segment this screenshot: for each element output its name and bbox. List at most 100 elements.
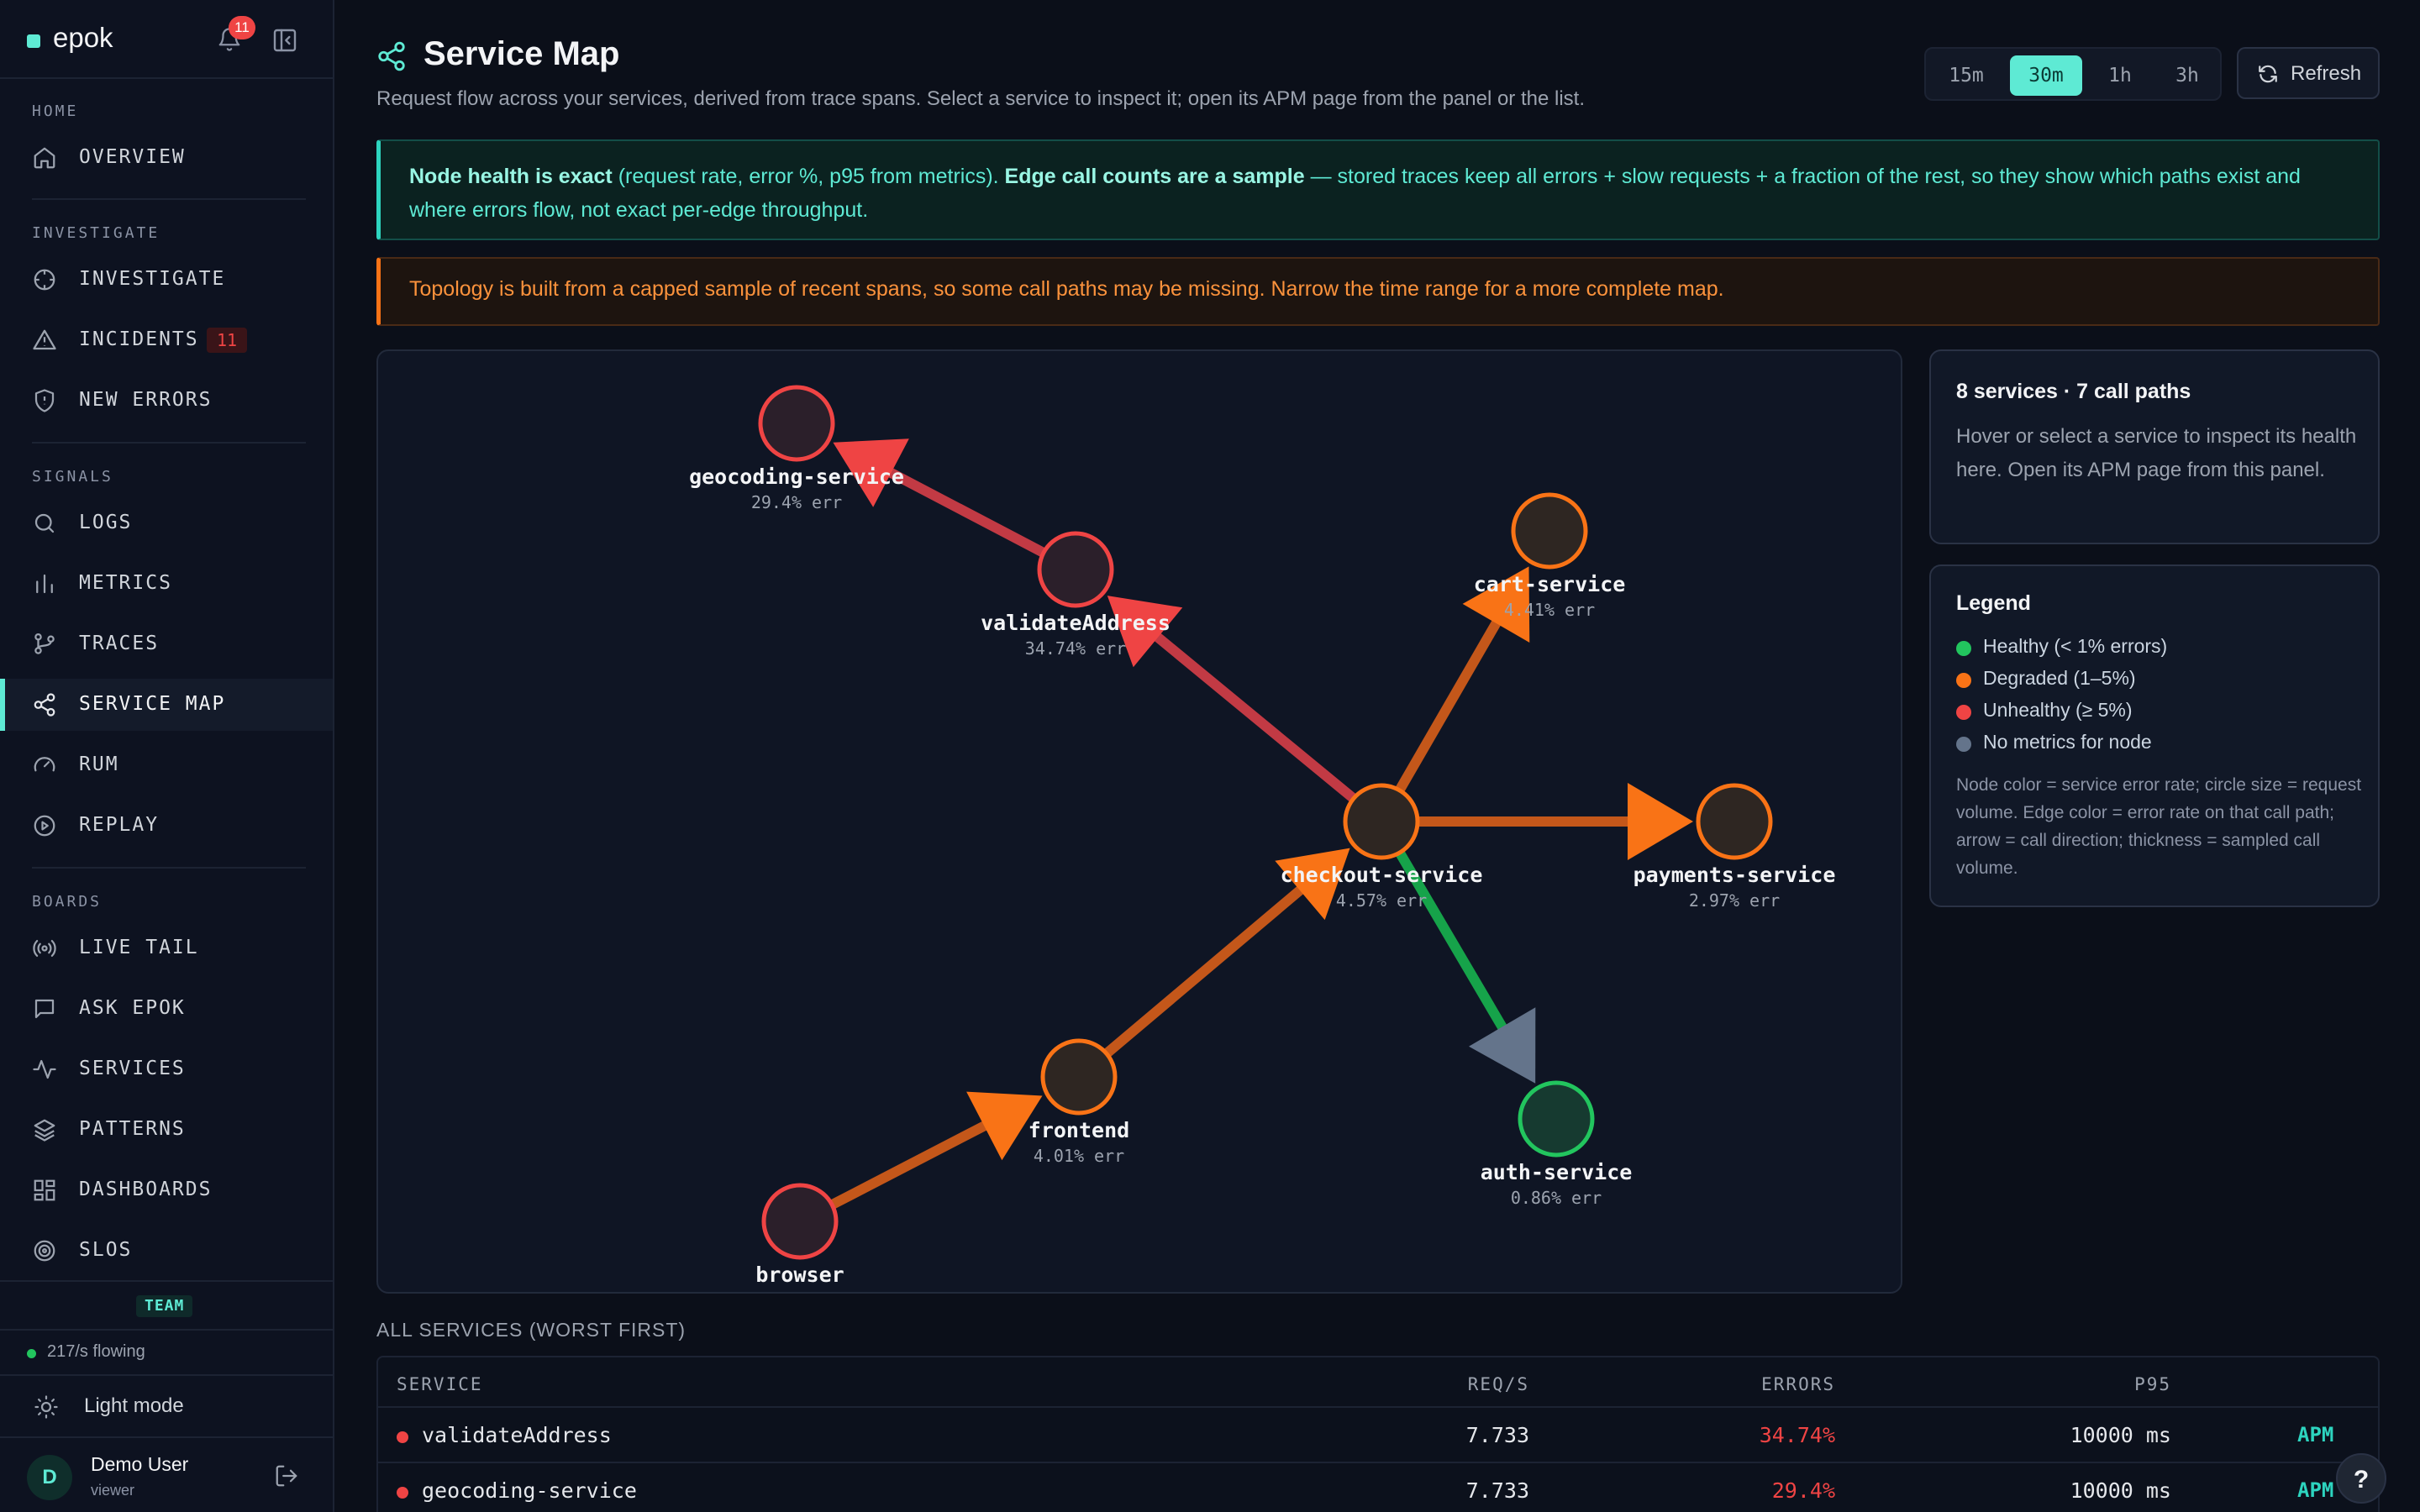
service-name: validateAddress xyxy=(422,1423,612,1447)
column-header-p95[interactable]: P95 xyxy=(2134,1374,2171,1394)
avatar[interactable]: D xyxy=(27,1455,72,1500)
node-label: geocoding-service xyxy=(689,465,904,489)
edge-validateAddress-to-geocoding-service[interactable] xyxy=(833,438,1049,559)
nav-divider xyxy=(32,198,306,200)
ingest-status: 217/s flowing xyxy=(0,1331,333,1376)
nav-item-new-errors[interactable]: NEW ERRORS xyxy=(0,375,333,427)
page-title: Service Map xyxy=(424,35,620,72)
column-header-errors[interactable]: ERRORS xyxy=(1761,1374,1835,1394)
node-error-rate: 4.57% err xyxy=(1336,890,1427,911)
incidents-count-badge: 11 xyxy=(207,328,247,353)
nav-item-patterns[interactable]: PATTERNS xyxy=(0,1104,333,1156)
status-dot-icon xyxy=(27,1349,36,1358)
service-map-canvas[interactable]: geocoding-service 29.4% err validateAddres… xyxy=(376,349,1902,1294)
column-header-req[interactable]: REQ/S xyxy=(1467,1374,1529,1394)
nav-item-ask-epok[interactable]: ASK EPOK xyxy=(0,983,333,1035)
nav-item-dashboards[interactable]: DASHBOARDS xyxy=(0,1164,333,1216)
table-row[interactable]: geocoding-service 7.733 29.4% 10000 ms A… xyxy=(378,1462,2378,1512)
nav-item-incidents[interactable]: INCIDENTS 11 xyxy=(0,314,333,366)
team-badge[interactable]: TEAM xyxy=(136,1295,193,1317)
nav-item-label: METRICS xyxy=(79,572,172,594)
nav-item-metrics[interactable]: METRICS xyxy=(0,558,333,610)
req-rate: 7.733 xyxy=(1465,1423,1529,1447)
nav-item-overview[interactable]: OVERVIEW xyxy=(0,132,333,184)
node-label: payments-service xyxy=(1634,863,1836,887)
play-circle-icon xyxy=(34,815,55,837)
edge-checkout-service-to-payments-service[interactable] xyxy=(1413,783,1693,860)
activity-icon xyxy=(33,1059,56,1079)
node-cart-service[interactable]: cart-service 4.41% err xyxy=(1474,492,1626,620)
radio-icon xyxy=(33,940,56,957)
node-geocoding-service[interactable]: geocoding-service 29.4% err xyxy=(689,385,904,512)
team-row: TEAM xyxy=(0,1280,333,1331)
nav-item-logs[interactable]: LOGS xyxy=(0,497,333,549)
flow-rate-text: 217/s flowing xyxy=(47,1342,145,1361)
nav-item-service-map[interactable]: SERVICE MAP xyxy=(0,679,333,731)
column-header-service[interactable]: SERVICE xyxy=(397,1374,483,1394)
nav-item-label: REPLAY xyxy=(79,814,160,836)
nav-divider xyxy=(32,867,306,869)
node-browser[interactable]: browser xyxy=(755,1183,844,1287)
edge-frontend-to-checkout-service[interactable] xyxy=(1101,848,1350,1059)
edge-arrow xyxy=(1462,566,1530,643)
node-error-rate: 0.86% err xyxy=(1511,1188,1602,1208)
node-payments-service[interactable]: payments-service 2.97% err xyxy=(1634,783,1836,911)
node-frontend[interactable]: frontend 4.01% err xyxy=(1028,1038,1129,1166)
sidebar: epok 11 HOME OVERVIEW INVESTIGATE INVEST… xyxy=(0,0,334,1512)
refresh-button[interactable]: Refresh xyxy=(2237,47,2380,99)
nav-item-services[interactable]: SERVICES xyxy=(0,1043,333,1095)
range-3h-button[interactable]: 3h xyxy=(2175,65,2199,87)
range-1h-button[interactable]: 1h xyxy=(2108,65,2132,87)
edge-checkout-service-to-auth-service[interactable] xyxy=(1394,848,1536,1084)
edge-arrow xyxy=(1275,848,1350,921)
legend-label: Degraded (1–5%) xyxy=(1983,667,2136,689)
logout-icon[interactable] xyxy=(274,1463,299,1488)
node-circle[interactable] xyxy=(1037,531,1114,608)
service-name: geocoding-service xyxy=(422,1478,637,1503)
legend-note: Node color = service error rate; circle … xyxy=(1956,775,2362,878)
node-checkout-service[interactable]: checkout-service 4.57% err xyxy=(1281,783,1483,911)
legend-dot xyxy=(1956,673,1971,688)
services-list-title: ALL SERVICES (WORST FIRST) xyxy=(376,1319,687,1341)
node-circle[interactable] xyxy=(758,385,835,462)
nav-item-rum[interactable]: RUM xyxy=(0,739,333,791)
apm-link[interactable]: APM xyxy=(2297,1423,2334,1446)
error-rate: 34.74% xyxy=(1759,1423,1835,1447)
node-circle[interactable] xyxy=(1343,783,1420,860)
services-table: SERVICE REQ/S ERRORS P95 validateAddress… xyxy=(376,1356,2380,1512)
collapse-sidebar-icon[interactable] xyxy=(271,27,298,54)
range-30m-button[interactable]: 30m xyxy=(2010,55,2082,96)
notice-text: (request rate, error %, p95 from metrics… xyxy=(612,165,1005,188)
node-circle[interactable] xyxy=(1518,1080,1595,1158)
edge-browser-to-frontend[interactable] xyxy=(827,1091,1043,1210)
help-button[interactable]: ? xyxy=(2336,1453,2386,1504)
edge-checkout-service-to-validateAddress[interactable] xyxy=(1107,596,1359,804)
theme-toggle[interactable]: Light mode xyxy=(0,1376,333,1438)
nav-item-live-tail[interactable]: LIVE TAIL xyxy=(0,922,333,974)
range-15m-button[interactable]: 15m xyxy=(1949,65,1984,87)
bar-chart-icon xyxy=(36,574,53,594)
node-circle[interactable] xyxy=(1040,1038,1118,1116)
nav-item-label: SERVICE MAP xyxy=(79,693,226,715)
node-circle[interactable] xyxy=(1511,492,1588,570)
node-circle[interactable] xyxy=(761,1183,839,1260)
logo-icon xyxy=(27,34,40,48)
crosshair-icon xyxy=(34,269,55,291)
edge-checkout-service-to-cart-service[interactable] xyxy=(1394,566,1530,795)
table-row[interactable]: validateAddress 7.733 34.74% 10000 ms AP… xyxy=(378,1406,2378,1462)
nav-section-investigate: INVESTIGATE xyxy=(32,224,160,242)
node-validateAddress[interactable]: validateAddress 34.74% err xyxy=(981,531,1171,659)
service-map-graph[interactable]: geocoding-service 29.4% err validateAddres… xyxy=(378,351,1902,1294)
nav-item-slos[interactable]: SLOS xyxy=(0,1225,333,1277)
node-circle[interactable] xyxy=(1696,783,1773,860)
share-icon xyxy=(378,41,405,71)
node-label: validateAddress xyxy=(981,611,1171,635)
nav-item-investigate[interactable]: INVESTIGATE xyxy=(0,254,333,306)
legend-dot xyxy=(1956,737,1971,752)
sun-icon xyxy=(34,1395,58,1419)
nav-item-replay[interactable]: REPLAY xyxy=(0,800,333,852)
req-rate: 7.733 xyxy=(1465,1478,1529,1503)
nav-item-traces[interactable]: TRACES xyxy=(0,618,333,670)
node-auth-service[interactable]: auth-service 0.86% err xyxy=(1481,1080,1633,1208)
bell-icon[interactable] xyxy=(217,25,242,54)
